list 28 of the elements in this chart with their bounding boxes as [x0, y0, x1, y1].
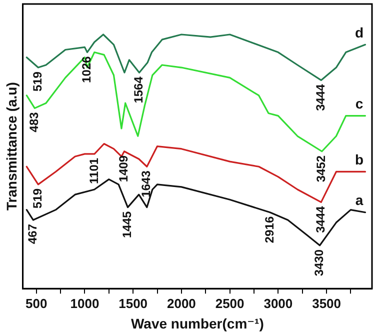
x-tick-label: 2500: [215, 296, 244, 311]
annotation: 1564: [132, 76, 146, 104]
annotation: 1643: [139, 170, 154, 198]
x-axis-title: Wave number(cm⁻¹): [130, 315, 264, 332]
y-axis-title: Transmittance (a.u): [3, 82, 20, 210]
annotation: 1409: [116, 155, 131, 182]
annotation: 3452: [314, 155, 328, 182]
series-label: b: [354, 152, 364, 168]
annotation: 519: [30, 188, 44, 208]
series-label: a: [355, 192, 364, 208]
series-label: d: [354, 24, 364, 41]
x-tick-label: 1000: [70, 296, 100, 311]
x-tick-label: 3500: [312, 296, 341, 311]
x-tick-label: 2000: [166, 296, 196, 311]
x-tick-label: 500: [25, 296, 48, 311]
annotation: 519: [30, 71, 44, 92]
annotation: 3444: [313, 84, 328, 111]
x-tick-label: 1500: [118, 296, 148, 311]
annotation: 1445: [120, 210, 134, 238]
annotation: 483: [27, 112, 42, 132]
annotation: 1026: [80, 56, 94, 83]
annotation: 2916: [262, 216, 276, 244]
annotation: 3444: [313, 206, 328, 233]
annotation: 1101: [86, 158, 101, 184]
annotation: 467: [25, 224, 40, 244]
x-tick-label: 3000: [264, 296, 293, 311]
annotation: 3430: [312, 249, 326, 276]
series-label: c: [355, 96, 364, 112]
